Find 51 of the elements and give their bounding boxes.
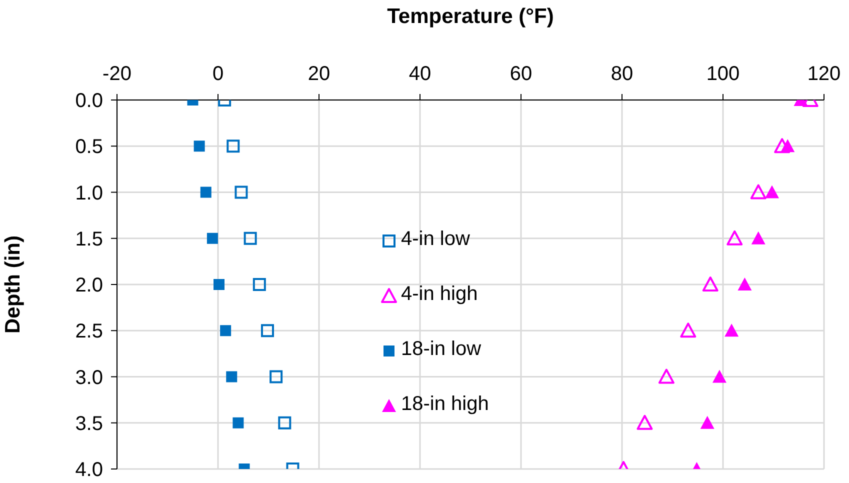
y-tick-label: 2.0 bbox=[75, 274, 103, 297]
point bbox=[206, 232, 218, 244]
y-tick-label: 1.0 bbox=[75, 182, 103, 204]
legend-label: 4-in low bbox=[401, 228, 470, 251]
point bbox=[680, 322, 696, 338]
point bbox=[751, 231, 766, 244]
y-tick-label: 0.5 bbox=[75, 136, 103, 158]
point bbox=[658, 368, 674, 384]
y-tick-label: 4.0 bbox=[75, 459, 103, 482]
point bbox=[244, 232, 257, 245]
x-tick-label: 100 bbox=[706, 63, 740, 85]
x-tick-label: 20 bbox=[308, 63, 330, 85]
point bbox=[278, 416, 292, 430]
x-tick-label: 80 bbox=[610, 63, 634, 85]
legend-label: 18-in low bbox=[401, 338, 482, 361]
y-tick-label: 3.5 bbox=[75, 412, 103, 435]
point bbox=[226, 371, 238, 382]
point bbox=[232, 417, 244, 428]
point bbox=[724, 324, 739, 337]
point bbox=[712, 370, 726, 383]
point bbox=[252, 278, 266, 291]
point bbox=[700, 416, 714, 429]
point bbox=[636, 414, 653, 430]
legend-label: 18-in high bbox=[401, 393, 489, 416]
y-tick-label: 2.5 bbox=[75, 320, 103, 343]
legend-label: 4-in high bbox=[401, 283, 478, 306]
x-tick-label: 0 bbox=[212, 63, 224, 85]
point bbox=[774, 138, 790, 154]
point bbox=[738, 278, 752, 290]
x-tick-label: 60 bbox=[510, 63, 532, 85]
point bbox=[234, 186, 248, 199]
point bbox=[194, 140, 205, 152]
y-tick-label: 0.0 bbox=[75, 90, 103, 112]
point bbox=[780, 139, 795, 152]
point bbox=[726, 230, 743, 246]
x-tick-label: 120 bbox=[807, 63, 841, 85]
x-tick-label: 40 bbox=[408, 63, 432, 85]
point bbox=[750, 184, 766, 200]
point bbox=[220, 325, 232, 336]
point bbox=[200, 186, 212, 198]
point bbox=[270, 370, 283, 384]
y-tick-label: 3.0 bbox=[75, 366, 103, 389]
y-axis-title: Depth (in) bbox=[1, 236, 24, 334]
x-tick-label: -20 bbox=[102, 63, 132, 85]
point bbox=[260, 324, 274, 338]
point bbox=[226, 140, 240, 153]
point bbox=[214, 279, 225, 290]
point bbox=[702, 276, 718, 292]
y-tick-label: 1.5 bbox=[75, 228, 103, 250]
point bbox=[764, 185, 779, 198]
x-axis-title: Temperature (°F) bbox=[387, 4, 554, 28]
